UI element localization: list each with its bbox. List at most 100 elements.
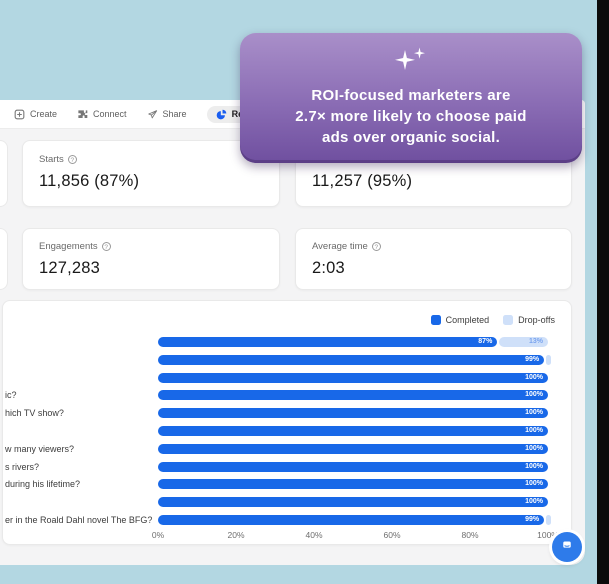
dropoff-bar — [546, 354, 552, 365]
question-label: hich TV show? — [5, 408, 64, 419]
completed-percent-label: 100% — [525, 444, 543, 452]
nav-item-share[interactable]: Share — [147, 109, 187, 120]
bar-row: hich TV show? 100% — [3, 408, 571, 419]
bar-row: w many viewers? 100% — [3, 443, 571, 454]
connect-icon — [77, 109, 88, 120]
nav-item-connect[interactable]: Connect — [77, 109, 127, 120]
stat-label: Starts — [39, 153, 64, 165]
chart-legend: Completed Drop-offs — [430, 315, 555, 325]
nav-item-label: Share — [162, 109, 187, 119]
bar-track: 87% 13% — [158, 337, 548, 347]
completed-bar: 100% — [158, 497, 548, 508]
stat-value: 11,257 (95%) — [312, 172, 413, 190]
x-tick: 0% — [151, 530, 165, 540]
completed-percent-label: 100% — [525, 373, 543, 381]
help-icon[interactable]: ? — [67, 154, 77, 164]
bar-track: 100% — [158, 372, 548, 383]
x-axis: 0% 20% 40% 60% 80% 100% — [3, 530, 571, 542]
question-label: during his lifetime? — [5, 479, 81, 490]
x-tick: 40% — [305, 530, 323, 540]
question-label: s rivers? — [5, 461, 40, 472]
completed-percent-label: 99% — [525, 355, 540, 363]
card-fragment — [0, 228, 8, 290]
completed-bar: 100% — [158, 372, 548, 383]
completed-bar: 87% — [158, 337, 498, 347]
insight-line: ROI-focused marketers are — [311, 87, 511, 104]
bar-track: 100% — [158, 390, 548, 401]
completed-bar: 100% — [158, 461, 548, 472]
bar-track: 99% — [158, 515, 552, 525]
completed-bar: 100% — [158, 479, 548, 490]
bar-row: ic? 100% — [3, 390, 571, 401]
dropoff-bar — [546, 515, 552, 525]
bar-track: 99% — [158, 354, 552, 365]
stat-value: 11,856 (87%) — [39, 172, 140, 190]
completed-bar: 99% — [158, 515, 545, 525]
bar-track: 100% — [158, 497, 548, 508]
question-label: er in the Roald Dahl novel The BFG? — [5, 515, 153, 525]
x-tick: 100% — [537, 530, 559, 540]
screen-edge — [597, 0, 609, 584]
completed-bar: 100% — [158, 443, 548, 454]
stat-label: Average time — [312, 240, 368, 252]
bar-track: 100% — [158, 426, 548, 436]
nav-item-label: Create — [30, 109, 58, 119]
chat-launcher-button[interactable] — [552, 532, 582, 562]
bar-row: 99% — [3, 354, 571, 365]
stat-card-starts: Starts ? 11,856 (87%) — [22, 140, 280, 207]
completed-percent-label: 100% — [525, 427, 543, 434]
completed-bar: 100% — [158, 426, 548, 436]
stat-value: 2:03 — [312, 259, 345, 277]
completed-percent-label: 100% — [525, 409, 543, 417]
chat-bubble-icon — [559, 537, 575, 558]
bar-track: 100% — [158, 461, 548, 472]
completed-bar: 100% — [158, 408, 548, 419]
legend-label: Completed — [445, 315, 490, 325]
bar-track: 100% — [158, 443, 548, 454]
app-window: Create Connect Share Results — [0, 100, 585, 565]
bar-row: 100% — [3, 497, 571, 508]
legend-item-dropoffs: Drop-offs — [503, 315, 555, 325]
stat-value: 127,283 — [39, 259, 101, 277]
question-label: w many viewers? — [5, 443, 75, 454]
bar-row: 100% — [3, 372, 571, 383]
insight-text: ROI-focused marketers are 2.7× more like… — [295, 85, 526, 148]
completed-percent-label: 100% — [525, 498, 543, 506]
dropoffs-swatch — [503, 315, 514, 325]
x-tick: 80% — [461, 530, 479, 540]
bar-row: 100% — [3, 426, 571, 436]
nav-item-label: Connect — [93, 109, 127, 119]
create-icon — [14, 109, 25, 120]
completed-percent-label: 100% — [525, 480, 543, 488]
bar-track: 100% — [158, 479, 548, 490]
bar-track: 100% — [158, 408, 548, 419]
insight-line: 2.7× more likely to choose paid — [295, 108, 527, 125]
legend-label: Drop-offs — [518, 315, 555, 325]
sparkles-icon — [394, 47, 428, 77]
completed-bar: 99% — [158, 354, 545, 365]
stat-label: Engagements — [39, 240, 98, 252]
completed-percent-label: 100% — [525, 391, 543, 399]
bar-row: s rivers? 100% — [3, 461, 571, 472]
help-icon[interactable]: ? — [371, 241, 381, 251]
stat-card-average-time: Average time ? 2:03 — [295, 228, 572, 290]
insight-line: ads over organic social. — [321, 129, 501, 146]
results-icon — [216, 109, 227, 120]
help-icon[interactable]: ? — [101, 241, 111, 251]
nav-item-create[interactable]: Create — [14, 109, 57, 120]
dropoff-bar: 13% — [499, 337, 548, 347]
share-icon — [147, 109, 158, 120]
card-fragment — [0, 140, 8, 207]
legend-item-completed: Completed — [430, 315, 490, 325]
bar-row: during his lifetime? 100% — [3, 479, 571, 490]
bar-row: er in the Roald Dahl novel The BFG? 99% — [3, 515, 571, 525]
question-label: ic? — [5, 390, 17, 401]
completion-chart-card: Completed Drop-offs 87% 13% 99% 100% ic? 100%… — [2, 300, 572, 545]
completed-percent-label: 87% — [478, 338, 493, 345]
x-tick: 20% — [227, 530, 245, 540]
completed-percent-label: 100% — [525, 462, 543, 470]
x-tick: 60% — [383, 530, 401, 540]
completed-percent-label: 99% — [525, 516, 540, 523]
dropoff-percent-label: 13% — [528, 338, 543, 345]
